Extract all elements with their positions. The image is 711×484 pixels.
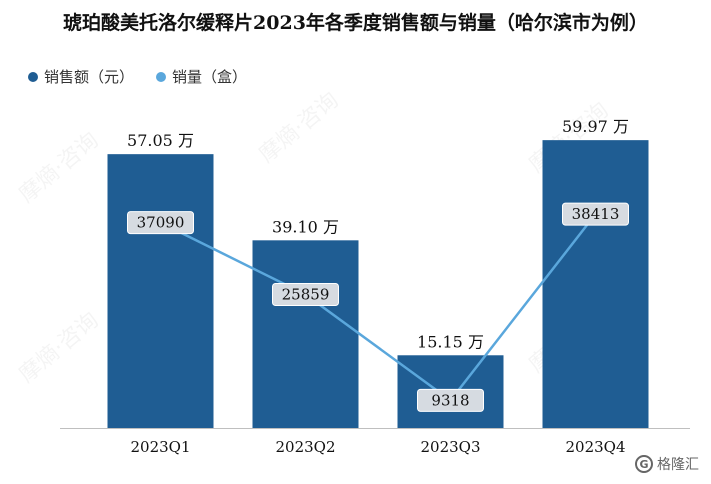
volume-value-label: 9318 [431,391,469,409]
x-tick-label: 2023Q4 [565,438,625,456]
volume-point [562,202,629,226]
brand-name: 格隆汇 [657,457,699,473]
brand-logo: G 格隆汇 [635,454,699,474]
bar [107,154,214,428]
bar-value-label: 59.97 万 [562,117,629,136]
volume-value-label: 37090 [137,214,185,232]
bar [252,240,359,428]
x-tick-label: 2023Q1 [130,438,190,456]
chart-title: 琥珀酸美托洛尔缓释片2023年各季度销售额与销量（哈尔滨市为例） [63,12,648,34]
legend-swatch-sales [28,71,38,82]
bar [542,140,649,429]
volume-line [159,213,597,403]
volume-value-label: 25859 [282,286,330,304]
legend-label-volume: 销量（盒） [172,68,248,86]
legend-item-volume: 销量（盒） [156,66,247,87]
volume-point [127,211,194,235]
legend: 销售额（元） 销量（盒） [28,66,269,87]
legend-swatch-volume [156,71,167,82]
bar-value-label: 57.05 万 [127,131,194,150]
legend-label-sales: 销售额（元） [44,68,135,86]
legend-item-sales: 销售额（元） [28,66,134,87]
volume-value-label: 38413 [572,205,620,223]
x-tick-label: 2023Q2 [275,438,335,456]
x-tick-label: 2023Q3 [420,438,480,456]
volume-point [272,283,339,307]
volume-point [417,388,484,412]
brand-g-icon: G [635,455,653,473]
bar-value-label: 39.10 万 [272,217,339,236]
bar-value-label: 15.15 万 [417,332,484,351]
